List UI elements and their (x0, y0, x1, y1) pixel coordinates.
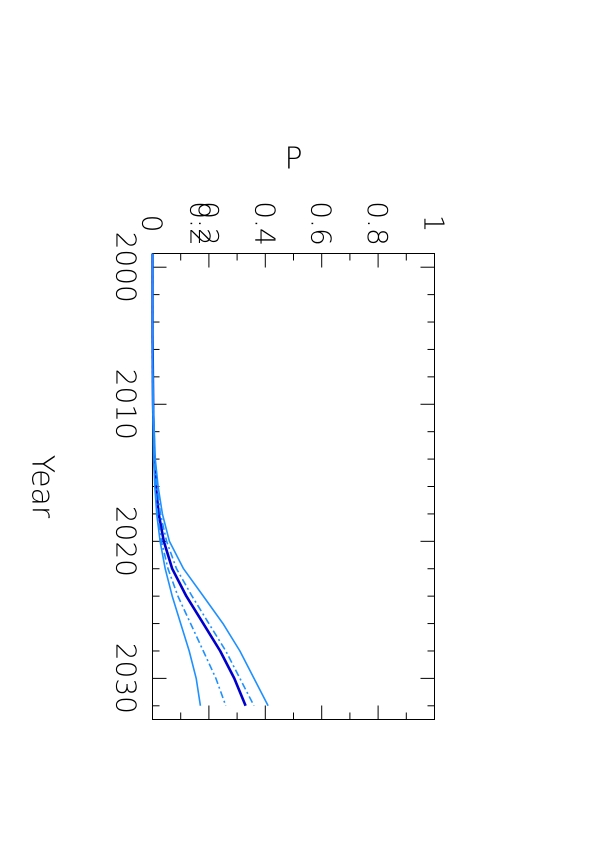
series-line-3 (151, 253, 255, 707)
series-layer (151, 253, 269, 707)
labels-layer: 200020102020203000.20.20.40.60.81YearPAn… (25, 142, 451, 715)
plot-frame (152, 253, 435, 720)
y-tick-label: 0 (136, 215, 169, 233)
y-axis-label: P (284, 142, 302, 177)
y-tick-label: 0.2 (183, 201, 216, 246)
y-tick-label: 0.8 (361, 201, 394, 246)
frame-layer (152, 253, 435, 720)
y-tick-label: 0.4 (248, 201, 281, 246)
series-line-1 (151, 253, 269, 707)
x-tick-label: 2020 (110, 506, 143, 577)
y-tick-label: 0.2 (192, 201, 225, 246)
series-line-4 (151, 253, 227, 707)
y-tick-label: 1 (418, 215, 451, 233)
y-tick-label: 0.6 (305, 201, 338, 246)
rotated-figure: 200020102020203000.20.20.40.60.81YearPAn… (25, 142, 451, 720)
ticks-layer (152, 253, 435, 720)
series-line-2 (151, 253, 202, 706)
x-tick-label: 2030 (110, 643, 143, 714)
x-tick-label: 2010 (110, 369, 143, 440)
x-tick-label: 2000 (110, 232, 143, 303)
x-axis-label: Year (25, 455, 60, 519)
